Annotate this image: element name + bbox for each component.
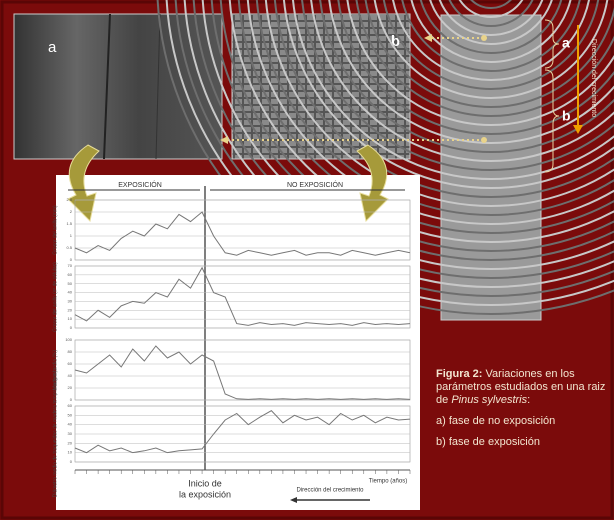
chart-panel xyxy=(56,175,420,510)
y-tick-label: 20 xyxy=(68,307,73,312)
y-tick-label: 30 xyxy=(68,298,73,303)
start-label: Inicio de xyxy=(188,478,222,488)
y-axis-label: Grosor del anillo (nº de células) xyxy=(52,262,58,332)
caption-item: a) fase de no exposición xyxy=(436,415,606,428)
core-label: b xyxy=(562,108,571,124)
photo-a xyxy=(14,14,222,159)
y-tick-label: 60 xyxy=(68,403,73,408)
photo-label: b xyxy=(391,33,400,50)
caption-label: Figura 2: xyxy=(436,368,482,380)
time-label: Tiempo (años) xyxy=(369,479,407,485)
pointer xyxy=(424,34,432,42)
y-tick-label: 40 xyxy=(68,373,73,378)
page: a b a b Dirección del crecimiento EXPOSI… xyxy=(0,0,614,520)
y-tick-label: 1.5 xyxy=(66,221,72,226)
photo-label: a xyxy=(48,39,57,56)
direction-label: Dirección del crecimiento xyxy=(590,39,597,117)
y-tick-label: 2.5 xyxy=(66,197,72,202)
caption: Figura 2: Variaciones en los parámetros … xyxy=(436,368,606,457)
y-tick-label: 60 xyxy=(68,272,73,277)
y-tick-label: 50 xyxy=(68,412,73,417)
y-tick-label: 10 xyxy=(68,316,73,321)
y-axis-label: Diámetro medio de traqueidas de madera t… xyxy=(52,370,58,497)
y-tick-label: 0.5 xyxy=(66,245,72,250)
start-label: la exposición xyxy=(179,489,231,499)
y-tick-label: 60 xyxy=(68,361,73,366)
direction-label: Dirección del crecimiento xyxy=(296,488,364,494)
y-tick-label: 50 xyxy=(68,281,73,286)
y-tick-label: 70 xyxy=(68,263,73,268)
y-axis-label: Grosor del anillo (mm) xyxy=(52,205,58,255)
header: EXPOSICIÓN xyxy=(118,180,162,189)
y-tick-label: 10 xyxy=(68,450,73,455)
y-tick-label: 100 xyxy=(65,337,72,342)
caption-species: Pinus sylvestris xyxy=(451,394,527,406)
caption-item: b) fase de exposición xyxy=(436,436,606,449)
y-tick-label: 30 xyxy=(68,431,73,436)
pointer xyxy=(481,35,487,41)
y-tick-label: 40 xyxy=(68,422,73,427)
pointer xyxy=(481,137,487,143)
core-label: a xyxy=(562,35,570,51)
header: NO EXPOSICIÓN xyxy=(287,180,343,189)
y-tick-label: 40 xyxy=(68,290,73,295)
y-tick-label: 20 xyxy=(68,385,73,390)
y-tick-label: 80 xyxy=(68,349,73,354)
caption-colon: : xyxy=(527,394,530,406)
y-tick-label: 20 xyxy=(68,440,73,445)
caption-main: Figura 2: Variaciones en los parámetros … xyxy=(436,368,606,407)
